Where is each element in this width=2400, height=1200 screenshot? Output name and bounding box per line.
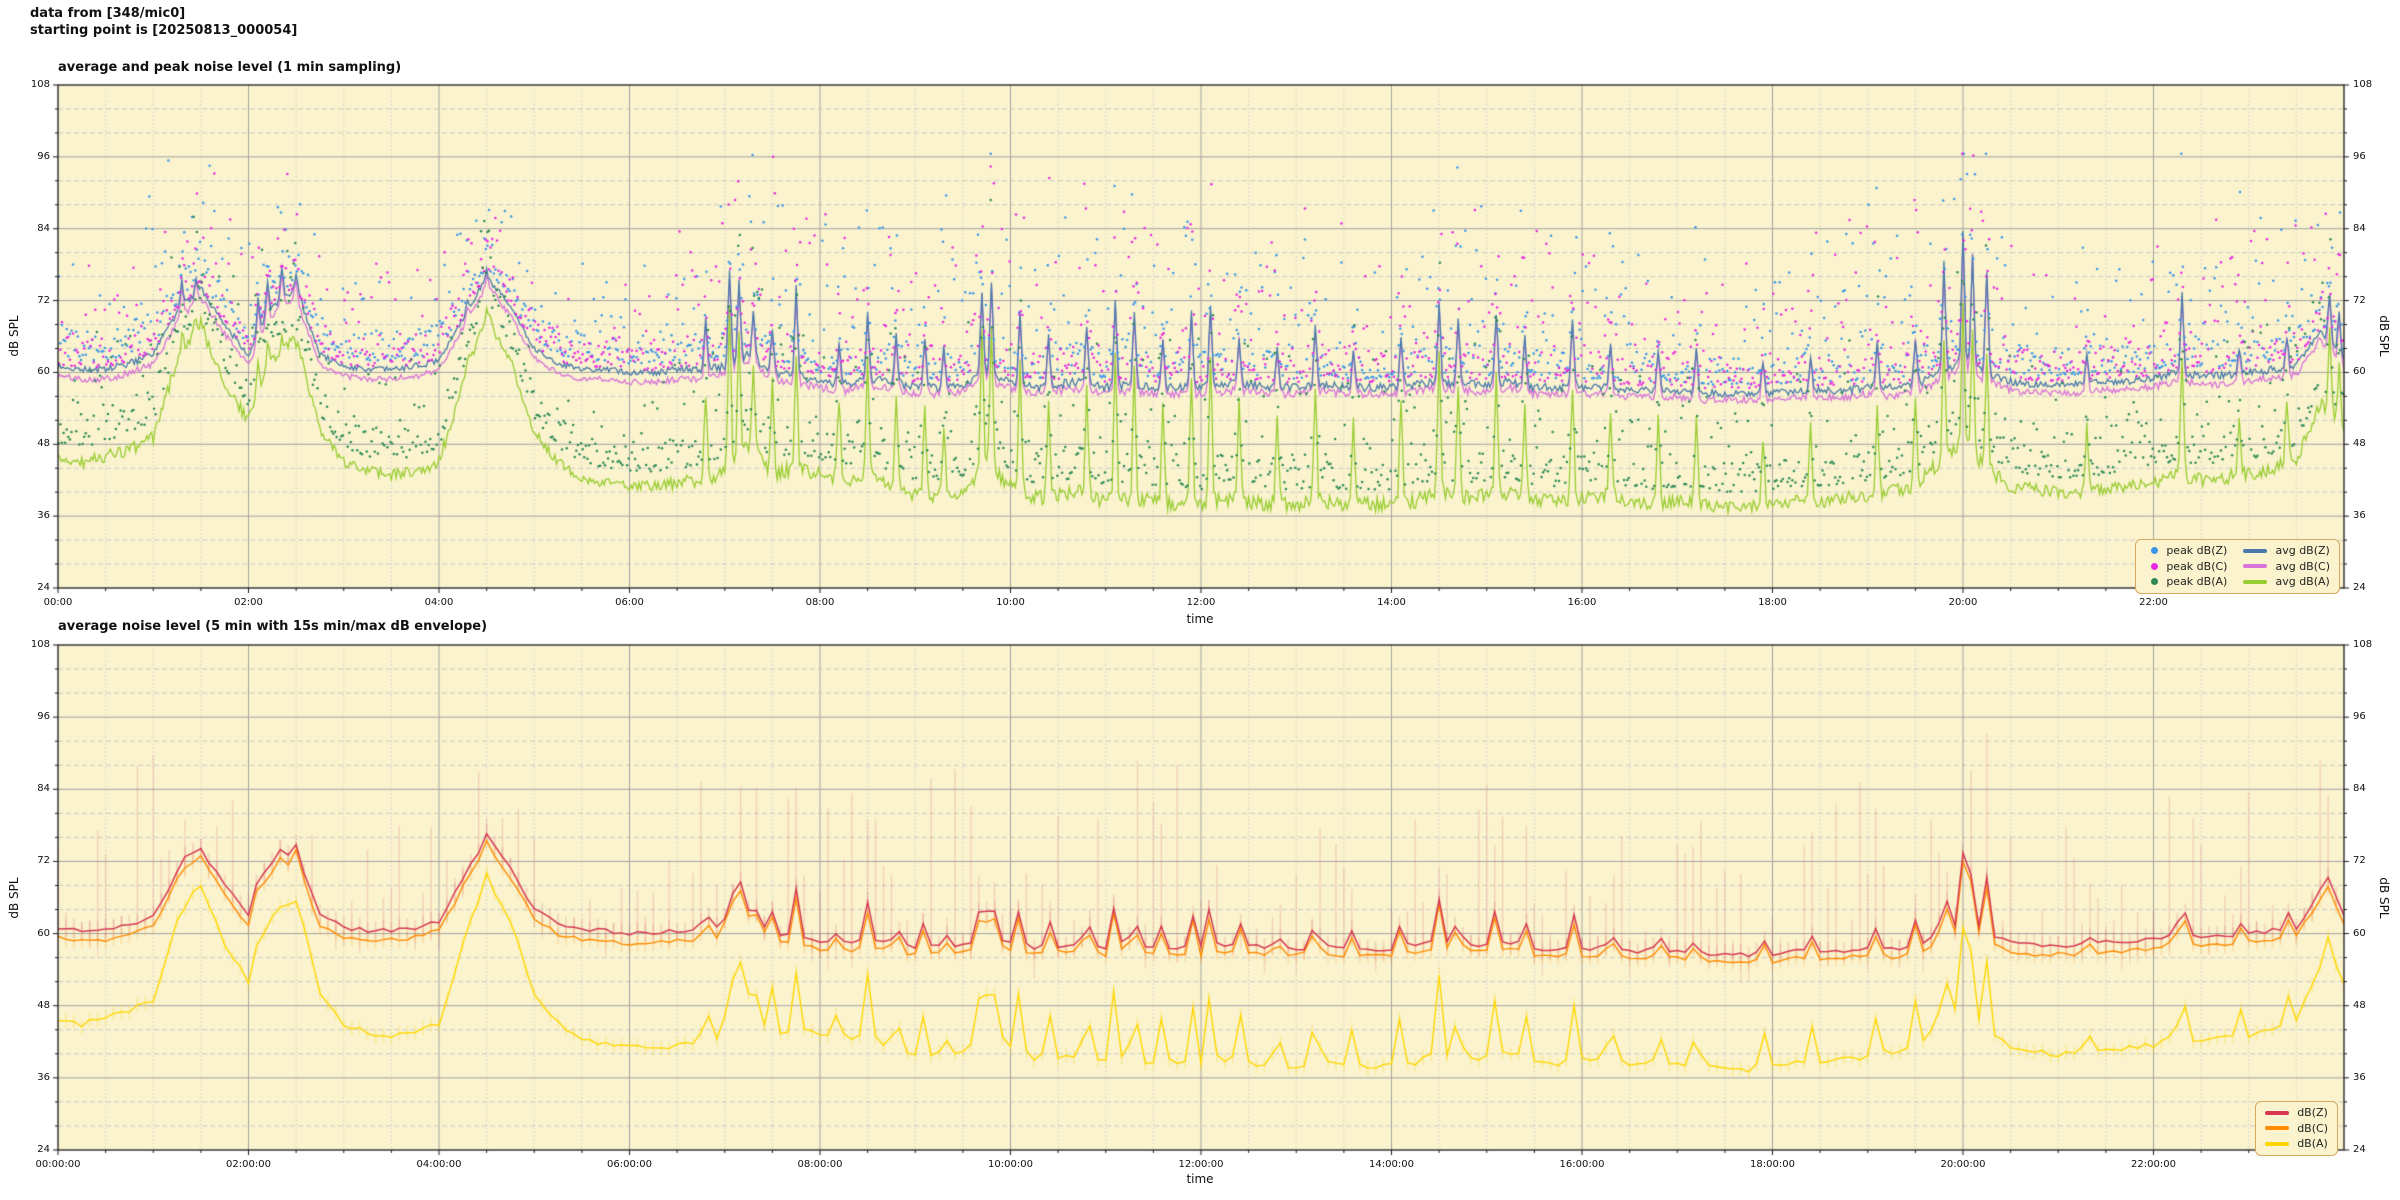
legend-dot-marker: [2151, 578, 2159, 586]
y-tick-label-left: 48: [37, 438, 50, 450]
legend-entry: avg dB(Z): [2243, 544, 2330, 558]
y-tick-label-left: 60: [37, 366, 50, 378]
legend-entry: avg dB(C): [2243, 560, 2330, 574]
y-tick-label-right: 108: [2353, 79, 2373, 90]
legend-line-marker: [2265, 1141, 2290, 1146]
x-tick-label: 02:00:00: [226, 1159, 271, 1170]
y-tick-label-left: 36: [37, 1071, 50, 1083]
x-tick-label: 14:00:00: [1369, 1159, 1414, 1170]
legend-entry: dB(C): [2265, 1122, 2328, 1136]
legend-label: peak dB(A): [2166, 575, 2228, 589]
bottom-chart-title: average noise level (5 min with 15s min/…: [58, 619, 488, 634]
y-tick-label-right: 84: [2353, 783, 2366, 795]
legend-label: avg dB(C): [2275, 559, 2330, 573]
bottom-chart-ylabel-right: dB SPL: [2377, 877, 2391, 919]
y-tick-label-right: 60: [2353, 927, 2366, 939]
x-tick-label: 00:00: [43, 597, 73, 608]
legend-entry: peak dB(C): [2145, 560, 2227, 574]
legend-label: peak dB(Z): [2166, 544, 2228, 558]
legend-entry: dB(A): [2265, 1137, 2328, 1151]
y-tick-label-left: 108: [30, 639, 50, 650]
y-tick-label-right: 24: [2353, 1144, 2366, 1155]
x-tick-label: 22:00:00: [2131, 1159, 2176, 1170]
x-tick-label: 18:00: [1758, 597, 1787, 608]
top-chart-ylabel-right: dB SPL: [2377, 315, 2391, 357]
y-tick-label-right: 36: [2353, 1071, 2366, 1083]
y-tick-label-right: 96: [2353, 711, 2366, 723]
x-tick-label: 20:00: [1948, 597, 1978, 608]
x-tick-label: 12:00: [1186, 597, 1216, 608]
x-tick-label: 18:00:00: [1750, 1159, 1795, 1170]
y-tick-label-left: 96: [37, 150, 50, 162]
top-chart-ylabel-left: dB SPL: [7, 315, 21, 357]
bottom-chart-ylabel-left: dB SPL: [7, 877, 21, 919]
legend-label: avg dB(Z): [2275, 544, 2330, 558]
y-tick-label-left: 84: [37, 222, 50, 234]
x-tick-label: 12:00:00: [1178, 1159, 1224, 1170]
legend-line-marker: [2243, 579, 2268, 584]
y-tick-label-right: 60: [2353, 366, 2366, 378]
x-tick-label: 02:00: [234, 597, 263, 608]
legend-dot-marker: [2151, 547, 2159, 555]
x-tick-label: 08:00:00: [797, 1159, 843, 1170]
x-tick-label: 10:00:00: [988, 1159, 1033, 1170]
y-tick-label-right: 84: [2353, 222, 2366, 234]
y-tick-label-left: 48: [37, 999, 50, 1011]
legend-label: dB(Z): [2297, 1106, 2328, 1120]
legend-line-marker: [2265, 1126, 2290, 1131]
y-tick-label-left: 72: [37, 294, 50, 306]
legend-label: dB(C): [2297, 1121, 2328, 1135]
x-tick-label: 16:00:00: [1559, 1159, 1605, 1170]
top-chart-xlabel: time: [1186, 612, 1214, 626]
legend-line-marker: [2243, 548, 2268, 553]
legend-entry: peak dB(Z): [2145, 544, 2227, 558]
x-tick-label: 10:00: [996, 597, 1025, 608]
y-tick-label-right: 48: [2353, 438, 2366, 450]
y-tick-label-left: 24: [37, 1144, 50, 1155]
legend-entry: dB(Z): [2265, 1106, 2328, 1120]
x-tick-label: 06:00: [615, 597, 644, 608]
y-tick-label-left: 60: [37, 927, 50, 939]
x-tick-label: 04:00: [424, 597, 454, 608]
y-tick-label-right: 72: [2353, 294, 2366, 306]
x-tick-label: 00:00:00: [35, 1159, 81, 1170]
bottom-chart-legend: dB(Z) dB(C) dB(A): [2255, 1101, 2338, 1156]
header-line-1: data from [348/mic0]: [30, 6, 186, 21]
y-tick-label-left: 96: [37, 711, 50, 723]
x-tick-label: 08:00: [805, 597, 835, 608]
x-tick-label: 20:00:00: [1940, 1159, 1986, 1170]
legend-label: avg dB(A): [2275, 575, 2330, 589]
legend-label: peak dB(C): [2166, 559, 2228, 573]
top-chart-legend: peak dB(Z) peak dB(C) peak dB(A) avg dB(Z) a…: [2135, 539, 2340, 594]
y-tick-label-right: 72: [2353, 855, 2366, 867]
legend-entry: avg dB(A): [2243, 575, 2330, 589]
y-tick-label-right: 96: [2353, 150, 2366, 162]
y-tick-label-left: 36: [37, 510, 50, 522]
top-chart-title: average and peak noise level (1 min samp…: [58, 60, 402, 75]
legend-line-marker: [2243, 564, 2268, 569]
x-tick-label: 16:00: [1567, 597, 1597, 608]
y-tick-label-right: 48: [2353, 999, 2366, 1011]
y-tick-label-left: 108: [30, 79, 50, 90]
x-tick-label: 06:00:00: [607, 1159, 652, 1170]
legend-label: dB(A): [2297, 1137, 2328, 1151]
legend-dot-marker: [2151, 562, 2159, 570]
y-tick-label-left: 84: [37, 783, 50, 795]
x-tick-label: 22:00: [2139, 597, 2168, 608]
x-tick-label: 04:00:00: [416, 1159, 462, 1170]
x-tick-label: 14:00: [1377, 597, 1406, 608]
y-tick-label-right: 36: [2353, 510, 2366, 522]
y-tick-label-right: 24: [2353, 582, 2366, 593]
y-tick-label-right: 108: [2353, 639, 2373, 650]
legend-line-marker: [2265, 1110, 2290, 1115]
bottom-chart-xlabel: time: [1186, 1172, 1214, 1186]
header-line-2: starting point is [20250813_000054]: [30, 23, 298, 38]
y-tick-label-left: 72: [37, 855, 50, 867]
y-tick-label-left: 24: [37, 582, 50, 593]
legend-entry: peak dB(A): [2145, 575, 2227, 589]
